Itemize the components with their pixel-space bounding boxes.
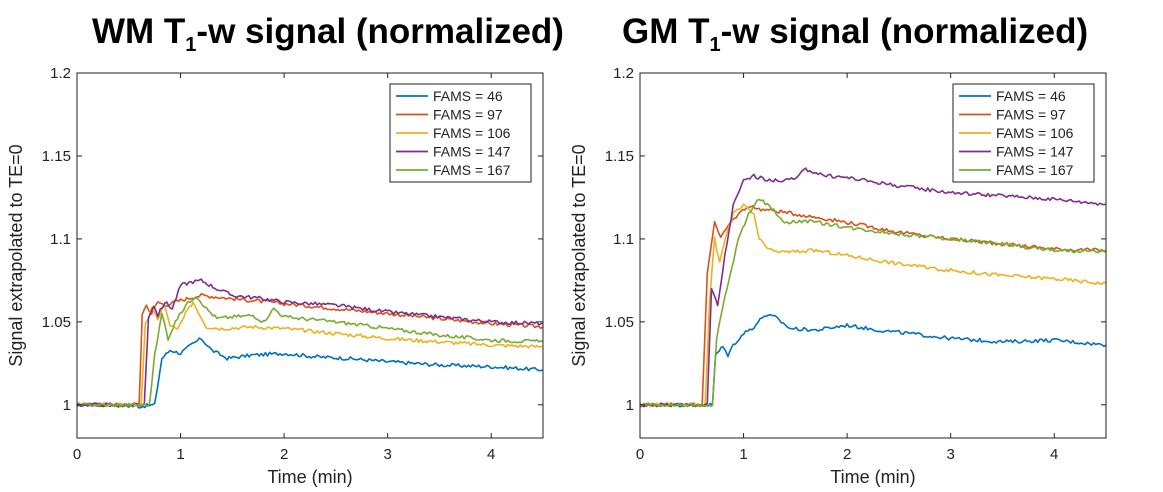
x-tick-label-right-3: 3 <box>946 446 954 463</box>
chart-title-right: GM T1-w signal (normalized) <box>622 12 1089 56</box>
y-tick-label-left-3: 1.15 <box>42 148 71 165</box>
legend-label-right-3: FAMS = 147 <box>996 144 1074 160</box>
y-axis-label-left: Signal extrapolated to TE=0 <box>6 144 26 366</box>
y-tick-label-right-3: 1.15 <box>605 148 634 165</box>
legend-label-left-1: FAMS = 97 <box>433 107 503 123</box>
y-tick-label-left-0: 1 <box>63 397 71 414</box>
legend-label-left-0: FAMS = 46 <box>433 88 503 104</box>
x-tick-label-right-1: 1 <box>739 446 747 463</box>
legend-left: FAMS = 46 FAMS = 97 FAMS = 106 FAMS = 147 FA… <box>389 83 532 183</box>
legend-label-left-4: FAMS = 167 <box>433 162 511 178</box>
plot-frame-left <box>76 72 544 439</box>
series-line-right-4 <box>639 198 1107 408</box>
legend-label-right-4: FAMS = 167 <box>996 162 1074 178</box>
chart-right: 0 1 2 3 4 1 1.05 1.1 1.15 1.2 Time (min) Signal ext… <box>569 65 1107 487</box>
series-line-right-0 <box>639 313 1107 408</box>
x-tick-label-right-4: 4 <box>1050 446 1058 463</box>
series-line-left-4 <box>76 296 544 408</box>
y-tick-label-right-1: 1.05 <box>605 314 634 331</box>
series-line-right-2 <box>639 203 1107 408</box>
series-line-left-3 <box>76 278 544 408</box>
series-line-left-0 <box>76 337 544 409</box>
y-tick-label-right-0: 1 <box>626 397 634 414</box>
legend-label-right-2: FAMS = 106 <box>996 125 1074 141</box>
series-line-left-2 <box>76 301 544 408</box>
x-tick-label-right-2: 2 <box>843 446 851 463</box>
x-tick-label-left-3: 3 <box>383 446 391 463</box>
series-line-right-1 <box>639 204 1107 408</box>
legend-label-left-2: FAMS = 106 <box>433 125 511 141</box>
plot-frame-right <box>639 72 1107 439</box>
legend-label-left-3: FAMS = 147 <box>433 144 511 160</box>
x-tick-label-left-1: 1 <box>176 446 184 463</box>
y-tick-label-left-1: 1.05 <box>42 314 71 331</box>
x-axis-label-right: Time (min) <box>830 467 915 487</box>
y-tick-label-left-4: 1.2 <box>50 65 71 82</box>
legend-label-right-1: FAMS = 97 <box>996 107 1066 123</box>
x-tick-label-left-0: 0 <box>73 446 81 463</box>
chart-title-left: WM T1-w signal (normalized) <box>92 12 564 56</box>
y-tick-label-right-2: 1.1 <box>613 231 634 248</box>
x-tick-label-right-0: 0 <box>636 446 644 463</box>
x-tick-label-left-2: 2 <box>280 446 288 463</box>
x-tick-label-left-4: 4 <box>487 446 495 463</box>
chart-left: 0 1 2 3 4 1 1.05 1.1 1.15 1.2 Time (min) Signal ext… <box>6 65 544 487</box>
legend-label-right-0: FAMS = 46 <box>996 88 1066 104</box>
y-axis-label-right: Signal extrapolated to TE=0 <box>569 144 589 366</box>
series-line-right-3 <box>639 167 1107 408</box>
y-tick-label-left-2: 1.1 <box>50 231 71 248</box>
x-axis-label-left: Time (min) <box>267 467 352 487</box>
legend-right: FAMS = 46 FAMS = 97 FAMS = 106 FAMS = 147 FA… <box>952 83 1095 183</box>
y-tick-label-right-4: 1.2 <box>613 65 634 82</box>
